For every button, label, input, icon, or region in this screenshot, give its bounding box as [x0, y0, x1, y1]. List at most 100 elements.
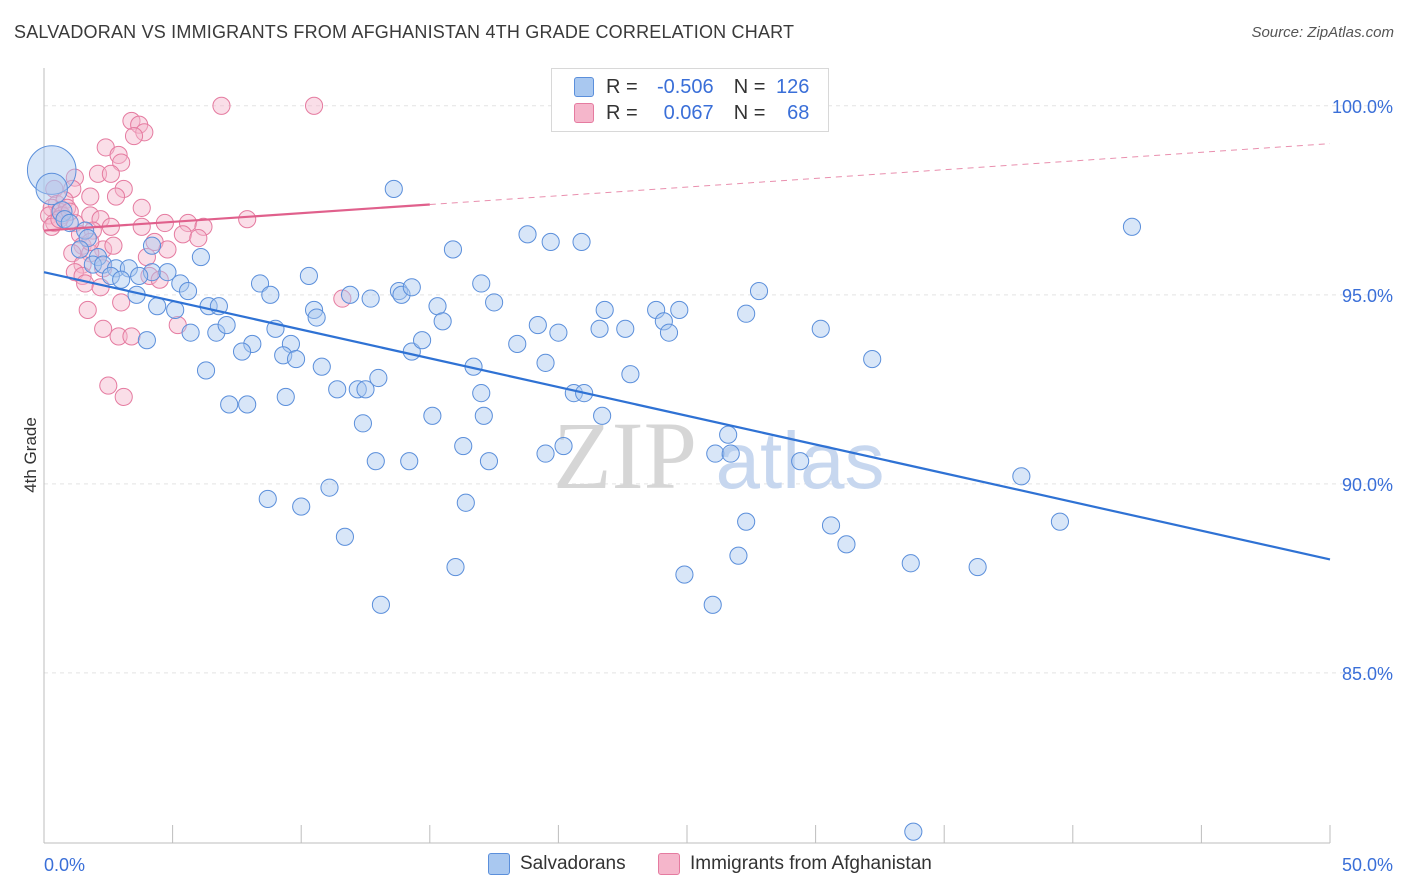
point-salvadoran — [276, 387, 295, 406]
point-salvadoran — [76, 221, 95, 240]
point-salvadoran — [340, 285, 360, 304]
point-salvadoran — [243, 334, 262, 354]
point-salvadoran — [590, 319, 609, 338]
point-salvadoran — [261, 285, 280, 304]
point-salvadoran — [299, 266, 318, 285]
point-salvadoran — [428, 297, 447, 316]
legend-r-label: R = — [606, 101, 638, 124]
chart-title: SALVADORAN VS IMMIGRANTS FROM AFGHANISTA… — [14, 22, 795, 42]
point-salvadoran — [541, 232, 560, 251]
point-salvadoran — [130, 266, 149, 285]
y-tick-label: 100.0% — [1332, 97, 1393, 117]
point-afghanistan — [194, 217, 213, 236]
point-afghanistan — [122, 327, 141, 346]
point-salvadoran — [320, 478, 339, 497]
point-afghanistan — [178, 213, 198, 233]
point-afghanistan — [101, 164, 120, 183]
tick-labels: 100.0% 95.0% 90.0% 85.0% 0.0% 50.0% — [44, 97, 1393, 875]
point-salvadoran — [593, 406, 612, 425]
point-salvadoran — [621, 365, 640, 384]
point-salvadoran — [528, 316, 547, 335]
point-afghanistan — [173, 225, 192, 244]
zipatlas-watermark: ZIP atlas — [553, 402, 884, 509]
legend-r-value-blue: -0.506 — [656, 75, 714, 98]
point-salvadoran — [304, 300, 324, 320]
point-salvadoran — [729, 546, 748, 565]
point-salvadoran — [35, 172, 68, 206]
point-salvadoran — [904, 822, 923, 841]
point-salvadoran — [572, 232, 591, 251]
point-salvadoran — [791, 452, 810, 471]
point-afghanistan — [114, 387, 133, 406]
point-salvadoran — [207, 323, 226, 342]
point-afghanistan — [94, 319, 113, 338]
point-salvadoran — [595, 300, 614, 320]
regression-line-afghanistan — [43, 203, 430, 232]
point-afghanistan — [99, 376, 118, 395]
point-salvadoran — [749, 281, 769, 301]
point-salvadoran — [70, 240, 90, 259]
point-salvadoran — [737, 304, 756, 323]
point-afghanistan — [238, 210, 257, 229]
point-salvadoran — [433, 312, 452, 331]
point-salvadoran — [443, 240, 463, 259]
point-salvadoran — [670, 300, 689, 320]
y-axis-label: 4th Grade — [21, 417, 40, 493]
axes — [43, 68, 1331, 844]
legend-n-value-pink: 68 — [787, 101, 810, 124]
points-salvadorans — [26, 96, 1142, 841]
point-salvadoran — [181, 323, 200, 342]
y-tick-label: 95.0% — [1342, 286, 1393, 306]
point-salvadoran — [400, 452, 419, 471]
point-salvadoran — [171, 274, 190, 293]
legend-n-label: N = — [733, 101, 766, 124]
point-salvadoran — [112, 270, 131, 289]
point-salvadoran — [392, 285, 411, 304]
regression-lines — [43, 143, 1331, 561]
point-salvadoran — [901, 554, 920, 573]
point-afghanistan — [106, 187, 126, 206]
regression-line-salvadorans — [43, 271, 1331, 561]
regression-line-afghanistan-dashed — [429, 143, 1331, 205]
series-legend-salvadorans: Salvadorans — [488, 852, 626, 876]
point-salvadoran — [83, 255, 102, 274]
point-salvadoran — [454, 436, 473, 456]
source-label: Source: ZipAtlas.com — [1251, 24, 1394, 41]
point-salvadoran — [369, 368, 388, 388]
point-salvadoran — [335, 527, 354, 546]
point-salvadoran — [737, 512, 756, 531]
legend-r-value-pink: 0.067 — [663, 101, 714, 124]
point-salvadoran — [328, 380, 347, 399]
point-salvadoran — [158, 263, 177, 282]
point-salvadoran — [703, 595, 722, 614]
point-afghanistan — [109, 327, 128, 346]
point-afghanistan — [135, 123, 154, 142]
point-salvadoran — [837, 535, 856, 554]
point-salvadoran — [472, 384, 491, 403]
point-salvadoran — [1050, 512, 1070, 531]
point-afghanistan — [81, 187, 100, 206]
series-swatch-blue — [488, 853, 510, 875]
legend-row-salvadorans: R = -0.506 N = 126 — [574, 75, 809, 99]
point-salvadoran — [307, 308, 326, 327]
point-salvadoran — [721, 444, 740, 463]
point-salvadoran — [456, 493, 475, 512]
point-salvadoran — [286, 350, 306, 369]
legend-swatch-pink — [574, 103, 594, 123]
point-salvadoran — [536, 444, 555, 463]
x-tick-label: 50.0% — [1342, 855, 1393, 875]
point-salvadoran — [659, 323, 679, 342]
point-afghanistan — [132, 217, 151, 236]
x-tick-label: 0.0% — [44, 855, 85, 875]
point-salvadoran — [719, 425, 738, 444]
point-salvadoran — [654, 312, 673, 331]
point-salvadoran — [148, 297, 167, 316]
point-afghanistan — [88, 164, 108, 183]
point-afghanistan — [189, 229, 208, 248]
point-salvadoran — [232, 342, 252, 361]
series-name-afghanistan: Immigrants from Afghanistan — [690, 853, 932, 874]
point-salvadoran — [166, 300, 185, 320]
point-salvadoran — [413, 331, 432, 350]
point-salvadoran — [554, 436, 573, 456]
point-afghanistan — [112, 293, 131, 312]
